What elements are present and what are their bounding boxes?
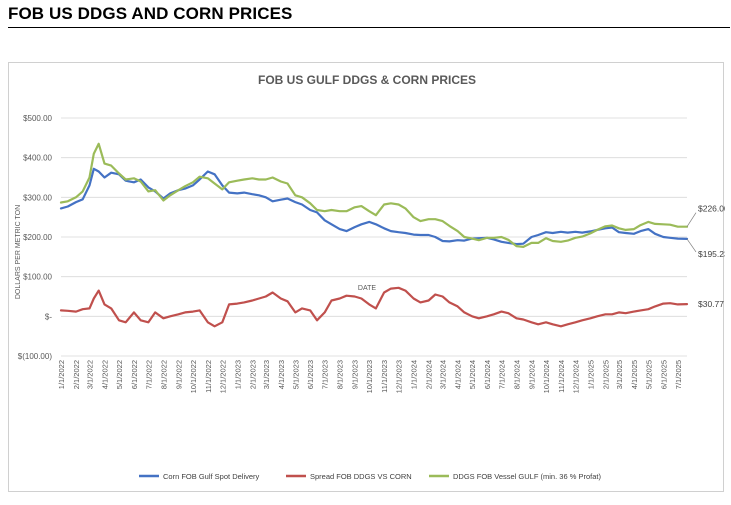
x-tick-label: 6/1/2022 [130, 360, 139, 389]
legend-label: Spread FOB DDGS VS CORN [310, 472, 412, 481]
y-tick-label: $400.00 [23, 154, 52, 163]
chart-title: FOB US GULF DDGS & CORN PRICES [258, 73, 476, 87]
x-tick-label: 4/1/2024 [454, 360, 463, 389]
x-tick-label: 7/1/2024 [498, 360, 507, 389]
y-tick-label: $(100.00) [18, 352, 53, 361]
x-tick-label: 2/1/2024 [425, 360, 434, 389]
x-tick-label: 5/1/2022 [115, 360, 124, 389]
legend-label: Corn FOB Gulf Spot Delivery [163, 472, 260, 481]
x-tick-label: 6/1/2024 [483, 360, 492, 389]
x-tick-label: 8/1/2022 [159, 360, 168, 389]
x-tick-label: 10/1/2024 [542, 360, 551, 393]
x-tick-label: 1/1/2024 [410, 360, 419, 389]
x-tick-label: 1/1/2022 [57, 360, 66, 389]
legend-label: DDGS FOB Vessel GULF (min. 36 % Profat) [453, 472, 601, 481]
legend-ddgs: DDGS FOB Vessel GULF (min. 36 % Profat) [429, 472, 601, 481]
x-axis-ticks: 1/1/2022 2/1/2022 3/1/2022 4/1/2022 5/1/2022… [57, 360, 683, 393]
x-tick-label: 6/1/2025 [659, 360, 668, 389]
x-tick-label: 5/1/2024 [468, 360, 477, 389]
x-tick-label: 10/1/2022 [189, 360, 198, 393]
x-tick-label: 1/1/2025 [586, 360, 595, 389]
legend-spread: Spread FOB DDGS VS CORN [286, 472, 412, 481]
spread-series-line [59, 286, 689, 328]
x-tick-label: 10/1/2023 [365, 360, 374, 393]
x-tick-label: 3/1/2022 [85, 360, 94, 389]
x-tick-label: 1/1/2023 [233, 360, 242, 389]
x-tick-label: 12/1/2024 [571, 360, 580, 393]
y-tick-label: $- [45, 312, 52, 321]
x-tick-label: 8/1/2024 [512, 360, 521, 389]
x-tick-label: 9/1/2022 [174, 360, 183, 389]
callout-leader [686, 238, 697, 253]
x-tick-label: 5/1/2025 [644, 360, 653, 389]
legend-corn: Corn FOB Gulf Spot Delivery [139, 472, 260, 481]
y-tick-label: $200.00 [23, 233, 52, 242]
x-tick-label: 11/1/2023 [380, 360, 389, 393]
x-tick-label: 4/1/2025 [630, 360, 639, 389]
x-tick-label: 6/1/2023 [306, 360, 315, 389]
x-axis-title: DATE [358, 285, 376, 292]
x-tick-label: 4/1/2023 [277, 360, 286, 389]
ddgs-series-line [59, 142, 689, 248]
spread-end-value-label: $30.77 [698, 299, 724, 309]
series-layer [59, 142, 689, 328]
callout-layer: $226.00 $195.23 $30.77 [686, 204, 725, 309]
x-tick-label: 12/1/2023 [395, 360, 404, 393]
grid-layer [61, 117, 687, 357]
price-chart: FOB US GULF DDGS & CORN PRICES $500.00 $4… [15, 73, 725, 481]
x-tick-label: 12/1/2022 [218, 360, 227, 393]
x-tick-label: 5/1/2023 [291, 360, 300, 389]
y-tick-label: $500.00 [23, 114, 52, 123]
page-heading: FOB US DDGS AND CORN PRICES [8, 4, 293, 23]
y-axis-title: DOLLARS PER METRIC TON [15, 205, 22, 299]
x-tick-label: 3/1/2023 [262, 360, 271, 389]
x-tick-label: 2/1/2025 [601, 360, 610, 389]
callout-leader [686, 212, 697, 227]
x-tick-label: 4/1/2022 [100, 360, 109, 389]
x-tick-label: 11/1/2024 [557, 360, 566, 393]
x-tick-label: 9/1/2023 [351, 360, 360, 389]
x-tick-label: 8/1/2023 [336, 360, 345, 389]
heading-rule [8, 27, 730, 28]
x-tick-label: 3/1/2024 [439, 360, 448, 389]
x-tick-label: 2/1/2022 [72, 360, 81, 389]
x-tick-label: 7/1/2022 [144, 360, 153, 389]
chart-frame: FOB US GULF DDGS & CORN PRICES $500.00 $4… [8, 62, 725, 492]
y-tick-label: $100.00 [23, 273, 52, 282]
y-tick-label: $300.00 [23, 193, 52, 202]
corn-end-value-label: $195.23 [698, 249, 725, 259]
x-tick-label: 7/1/2023 [321, 360, 330, 389]
y-axis-ticks: $500.00 $400.00 $300.00 $200.00 $100.00 $- $(1… [18, 114, 53, 361]
legend: Corn FOB Gulf Spot Delivery Spread FOB DD… [139, 472, 601, 481]
x-tick-label: 9/1/2024 [527, 360, 536, 389]
x-tick-label: 11/1/2022 [204, 360, 213, 393]
x-tick-label: 7/1/2025 [674, 360, 683, 389]
ddgs-end-value-label: $226.00 [698, 204, 725, 214]
x-tick-label: 2/1/2023 [248, 360, 257, 389]
x-tick-label: 3/1/2025 [615, 360, 624, 389]
